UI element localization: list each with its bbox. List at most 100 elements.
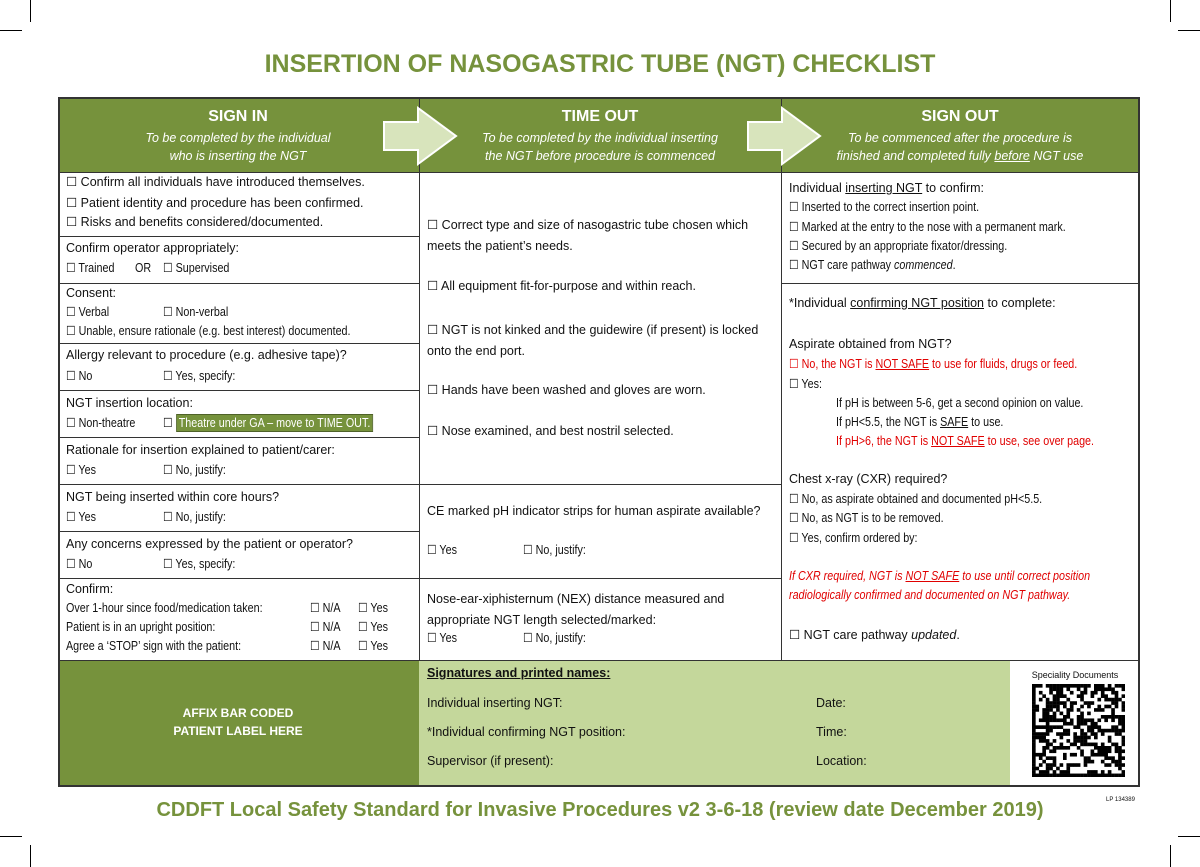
question: Confirm:	[66, 582, 114, 596]
qr-module	[1114, 773, 1119, 777]
qr-module	[1069, 752, 1074, 757]
text: ☐ NGT care pathway	[789, 258, 895, 272]
qr-module	[1087, 704, 1091, 709]
qr-caption: Speciality Documents	[1031, 670, 1119, 680]
qr-module	[1090, 749, 1095, 754]
qr-module	[1104, 704, 1108, 709]
option: ☐ Yes	[66, 463, 96, 477]
qr-module	[1042, 732, 1046, 736]
qr-module	[1059, 732, 1064, 736]
qr-module	[1121, 742, 1125, 747]
qr-module	[1045, 697, 1050, 702]
warning: radiologically confirmed and documented …	[789, 588, 1071, 602]
qr-module	[1049, 725, 1053, 729]
qr-module	[1032, 732, 1036, 736]
qr-module	[1063, 746, 1067, 750]
text: to use.	[968, 415, 1004, 429]
qr-module	[1032, 715, 1036, 719]
qr-module	[1118, 752, 1122, 757]
qr-module	[1100, 759, 1105, 764]
column-divider	[419, 97, 420, 660]
qr-module	[1121, 704, 1125, 709]
qr-module	[1094, 708, 1098, 712]
question: Rationale for insertion explained to pat…	[66, 443, 335, 457]
crop-mark	[1178, 836, 1200, 837]
question: Nose-ear-xiphisternum (NEX) distance mea…	[427, 592, 725, 627]
qr-module	[1052, 759, 1057, 764]
qr-module	[1056, 704, 1060, 709]
qr-module	[1076, 735, 1081, 740]
qr-module	[1038, 735, 1043, 740]
confirm-item: Patient is in an upright position:	[66, 620, 216, 634]
qr-module	[1066, 773, 1071, 777]
qr-module	[1118, 766, 1122, 771]
question: Aspirate obtained from NGT?	[789, 337, 952, 351]
qr-module	[1087, 759, 1091, 764]
row-divider	[58, 343, 420, 344]
qr-module	[1042, 718, 1046, 723]
qr-module	[1069, 742, 1074, 747]
qr-module	[1073, 725, 1077, 729]
qr-module	[1107, 735, 1112, 740]
qr-module	[1121, 739, 1125, 743]
qr-module	[1118, 759, 1122, 764]
column-note: To be commenced after the procedure is	[848, 131, 1072, 145]
qr-module	[1076, 721, 1081, 726]
qr-module	[1100, 694, 1105, 698]
column-note: finished and completed fully before NGT …	[837, 148, 1084, 164]
option: ☐ No, justify:	[523, 543, 586, 557]
qr-module	[1052, 739, 1057, 743]
row-divider	[58, 578, 782, 579]
qr-module	[1090, 742, 1095, 747]
qr-module	[1107, 684, 1112, 688]
qr-module	[1035, 708, 1040, 712]
qr-module	[1118, 746, 1122, 750]
qr-module	[1080, 721, 1084, 726]
qr-module	[1063, 718, 1067, 723]
qr-module	[1063, 732, 1067, 736]
qr-module	[1104, 715, 1108, 719]
qr-module	[1069, 704, 1074, 709]
qr-module	[1083, 735, 1088, 740]
qr-module	[1059, 773, 1064, 777]
option: ☐ Unable, ensure rationale (e.g. best in…	[66, 324, 351, 338]
qr-module	[1056, 687, 1060, 692]
crop-mark	[30, 845, 31, 867]
option: ☐ Verbal	[66, 305, 110, 319]
option: ☐ Yes	[358, 639, 388, 653]
qr-module	[1087, 725, 1091, 729]
option: ☐	[163, 416, 173, 430]
qr-module	[1049, 749, 1053, 754]
qr-module	[1104, 694, 1108, 698]
qr-module	[1032, 718, 1036, 723]
qr-module	[1052, 756, 1057, 760]
qr-module	[1049, 701, 1053, 705]
qr-module	[1032, 756, 1036, 760]
check-item: ☐ Inserted to the correct insertion poin…	[789, 200, 980, 214]
qr-module	[1080, 773, 1084, 777]
qr-code	[1032, 684, 1125, 777]
qr-module	[1083, 763, 1088, 767]
crop-mark	[0, 30, 22, 31]
qr-module	[1042, 715, 1046, 719]
qr-module	[1063, 756, 1067, 760]
qr-module	[1052, 715, 1057, 719]
qr-module	[1032, 749, 1036, 754]
qr-module	[1066, 708, 1071, 712]
qr-module	[1049, 718, 1053, 723]
qr-module	[1066, 715, 1071, 719]
qr-module	[1080, 690, 1084, 695]
check-item: ☐ NGT is not kinked and the guidewire (i…	[427, 323, 759, 358]
qr-module	[1094, 746, 1098, 750]
qr-module	[1056, 766, 1060, 771]
qr-module	[1035, 766, 1040, 771]
qr-module	[1035, 752, 1040, 757]
qr-module	[1107, 739, 1112, 743]
option: ☐ Yes	[358, 601, 388, 615]
option: ☐ No, justify:	[163, 463, 226, 477]
qr-module	[1052, 697, 1057, 702]
option: ☐ No, justify:	[523, 631, 586, 645]
qr-module	[1083, 756, 1088, 760]
qr-module	[1121, 735, 1125, 740]
qr-module	[1063, 752, 1067, 757]
